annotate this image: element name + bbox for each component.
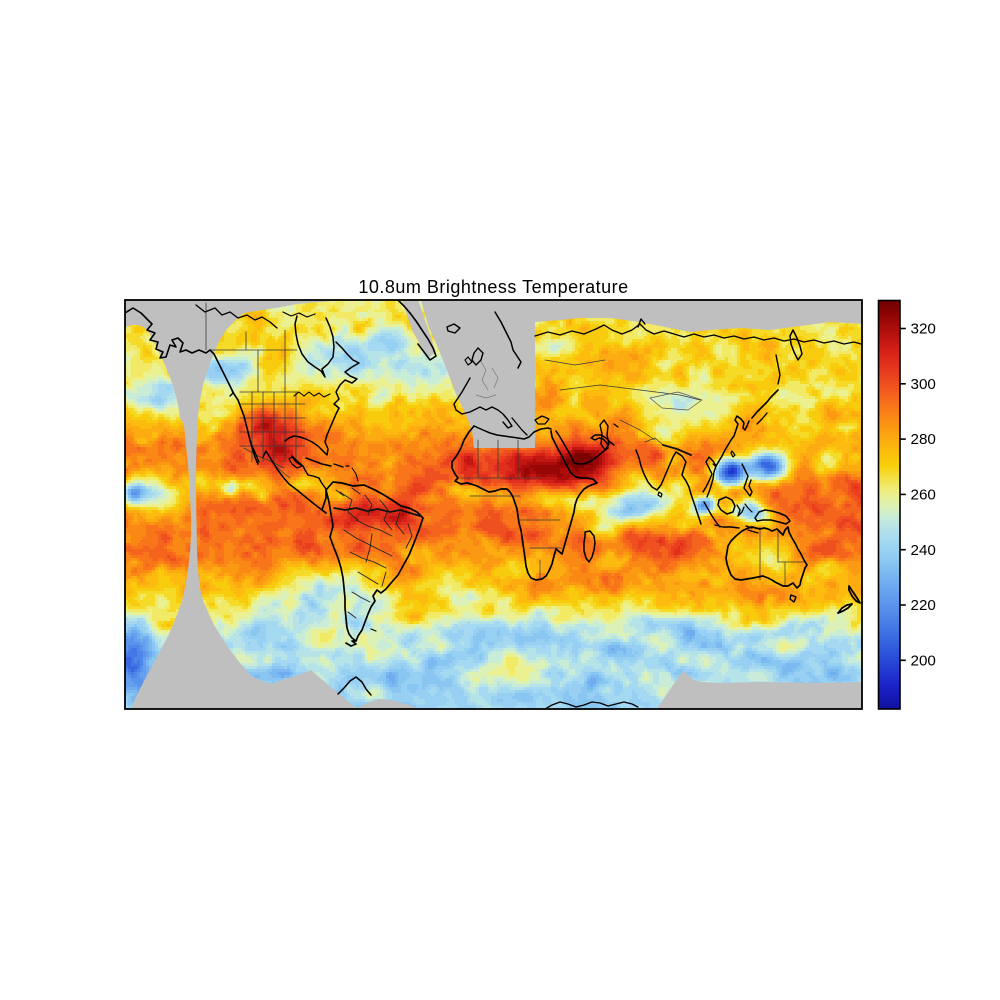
svg-text:280: 280 — [911, 431, 936, 448]
svg-text:240: 240 — [911, 542, 936, 559]
svg-text:320: 320 — [911, 321, 936, 338]
svg-text:260: 260 — [911, 487, 936, 504]
svg-text:200: 200 — [911, 652, 936, 669]
svg-text:300: 300 — [911, 376, 936, 393]
svg-text:10.8um Brightness Temperature: 10.8um Brightness Temperature — [358, 277, 628, 297]
svg-text:220: 220 — [911, 597, 936, 614]
